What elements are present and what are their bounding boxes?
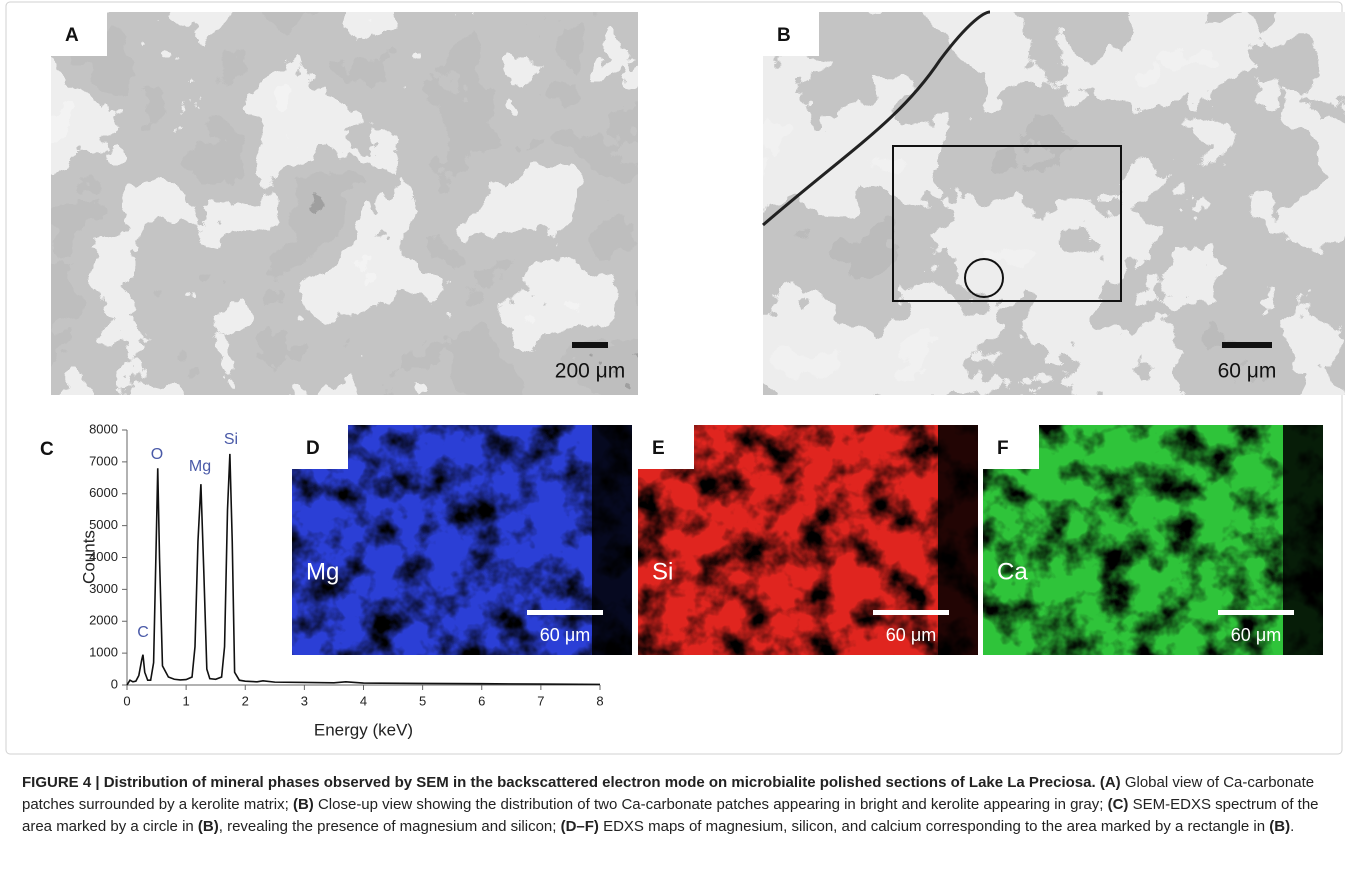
panel-label: B: [777, 25, 791, 46]
y-tick-label: 3000: [89, 581, 118, 596]
caption-text: FIGURE 4 | Distribution of mineral phase…: [22, 774, 1096, 791]
x-tick-label: 6: [478, 693, 485, 708]
edxs-map-edge: [938, 425, 978, 655]
caption-text: (B): [1269, 818, 1291, 835]
peak-label: C: [137, 624, 149, 641]
sem-image: [51, 12, 638, 395]
panel-label: D: [306, 438, 320, 459]
spectrum-line: [126, 453, 601, 686]
caption-text: (C): [1107, 796, 1129, 813]
caption-text: (D–F): [560, 818, 599, 835]
panel-label: F: [997, 438, 1009, 459]
x-tick-label: 8: [596, 693, 603, 708]
edxs-map-edge: [1283, 425, 1323, 655]
caption-text: EDXS maps of magnesium, silicon, and cal…: [598, 818, 1270, 835]
edxs-map-dark: [638, 425, 978, 655]
caption-text: (A): [1099, 774, 1121, 791]
x-tick-label: 5: [419, 693, 426, 708]
element-label: Ca: [997, 558, 1028, 585]
caption-text: Close-up view showing the distribution o…: [313, 796, 1108, 813]
x-tick-label: 4: [360, 693, 367, 708]
caption: FIGURE 4 | Distribution of mineral phase…: [22, 772, 1322, 838]
x-tick-label: 7: [537, 693, 544, 708]
element-label: Si: [652, 558, 673, 585]
x-axis-label: Energy (keV): [314, 720, 413, 739]
panel-label: E: [652, 438, 665, 459]
y-tick-label: 2000: [89, 613, 118, 628]
scale-bar: [1222, 342, 1272, 348]
scale-label: 60 μm: [886, 625, 936, 645]
caption-text: .: [1290, 818, 1295, 835]
y-tick-label: 0: [111, 676, 118, 691]
scale-label: 60 μm: [1231, 625, 1281, 645]
crack: [762, 10, 991, 227]
panel-label: A: [65, 25, 79, 46]
marked-circle: [964, 258, 1004, 298]
y-tick-label: 6000: [89, 485, 118, 500]
y-tick-label: 5000: [89, 517, 118, 532]
panel-label-box: [292, 425, 348, 469]
edxs-map-dark: [292, 425, 632, 655]
y-axis-label: Counts: [79, 530, 98, 584]
panel-label-box: [51, 12, 107, 56]
panel-label-box: [638, 425, 694, 469]
y-tick-label: 8000: [89, 421, 118, 436]
y-tick-label: 4000: [89, 549, 118, 564]
scale-bar: [527, 610, 603, 615]
caption-text: Global view of Ca-carbonate patches surr…: [22, 774, 1315, 813]
caption-text: (B): [197, 818, 219, 835]
sem-image: [763, 12, 1345, 395]
peak-label: Mg: [189, 458, 211, 475]
marked-rectangle: [892, 145, 1122, 302]
edxs-map-edge: [592, 425, 632, 655]
peak-label: O: [151, 446, 163, 463]
sem-panels: [51, 10, 1345, 395]
scale-label: 60 μm: [1218, 360, 1277, 383]
y-tick-label: 1000: [89, 645, 118, 660]
edxs-map-dark: [983, 425, 1323, 655]
panel-label: C: [40, 439, 54, 460]
scale-bar: [572, 342, 608, 348]
panel-label-box: [983, 425, 1039, 469]
caption-text: (B): [292, 796, 314, 813]
element-label: Mg: [306, 558, 339, 585]
scale-bar: [873, 610, 949, 615]
caption-text: , revealing the presence of magnesium an…: [218, 818, 561, 835]
peak-label: Si: [224, 431, 238, 448]
scale-label: 200 μm: [555, 360, 625, 383]
x-tick-label: 0: [123, 693, 130, 708]
x-tick-label: 3: [301, 693, 308, 708]
x-tick-label: 2: [242, 693, 249, 708]
panel-label-box: [763, 12, 819, 56]
scale-label: 60 μm: [540, 625, 590, 645]
y-tick-label: 7000: [89, 453, 118, 468]
caption-text: SEM-EDXS spectrum of the area marked by …: [22, 796, 1319, 835]
scale-bar: [1218, 610, 1294, 615]
x-tick-label: 1: [183, 693, 190, 708]
